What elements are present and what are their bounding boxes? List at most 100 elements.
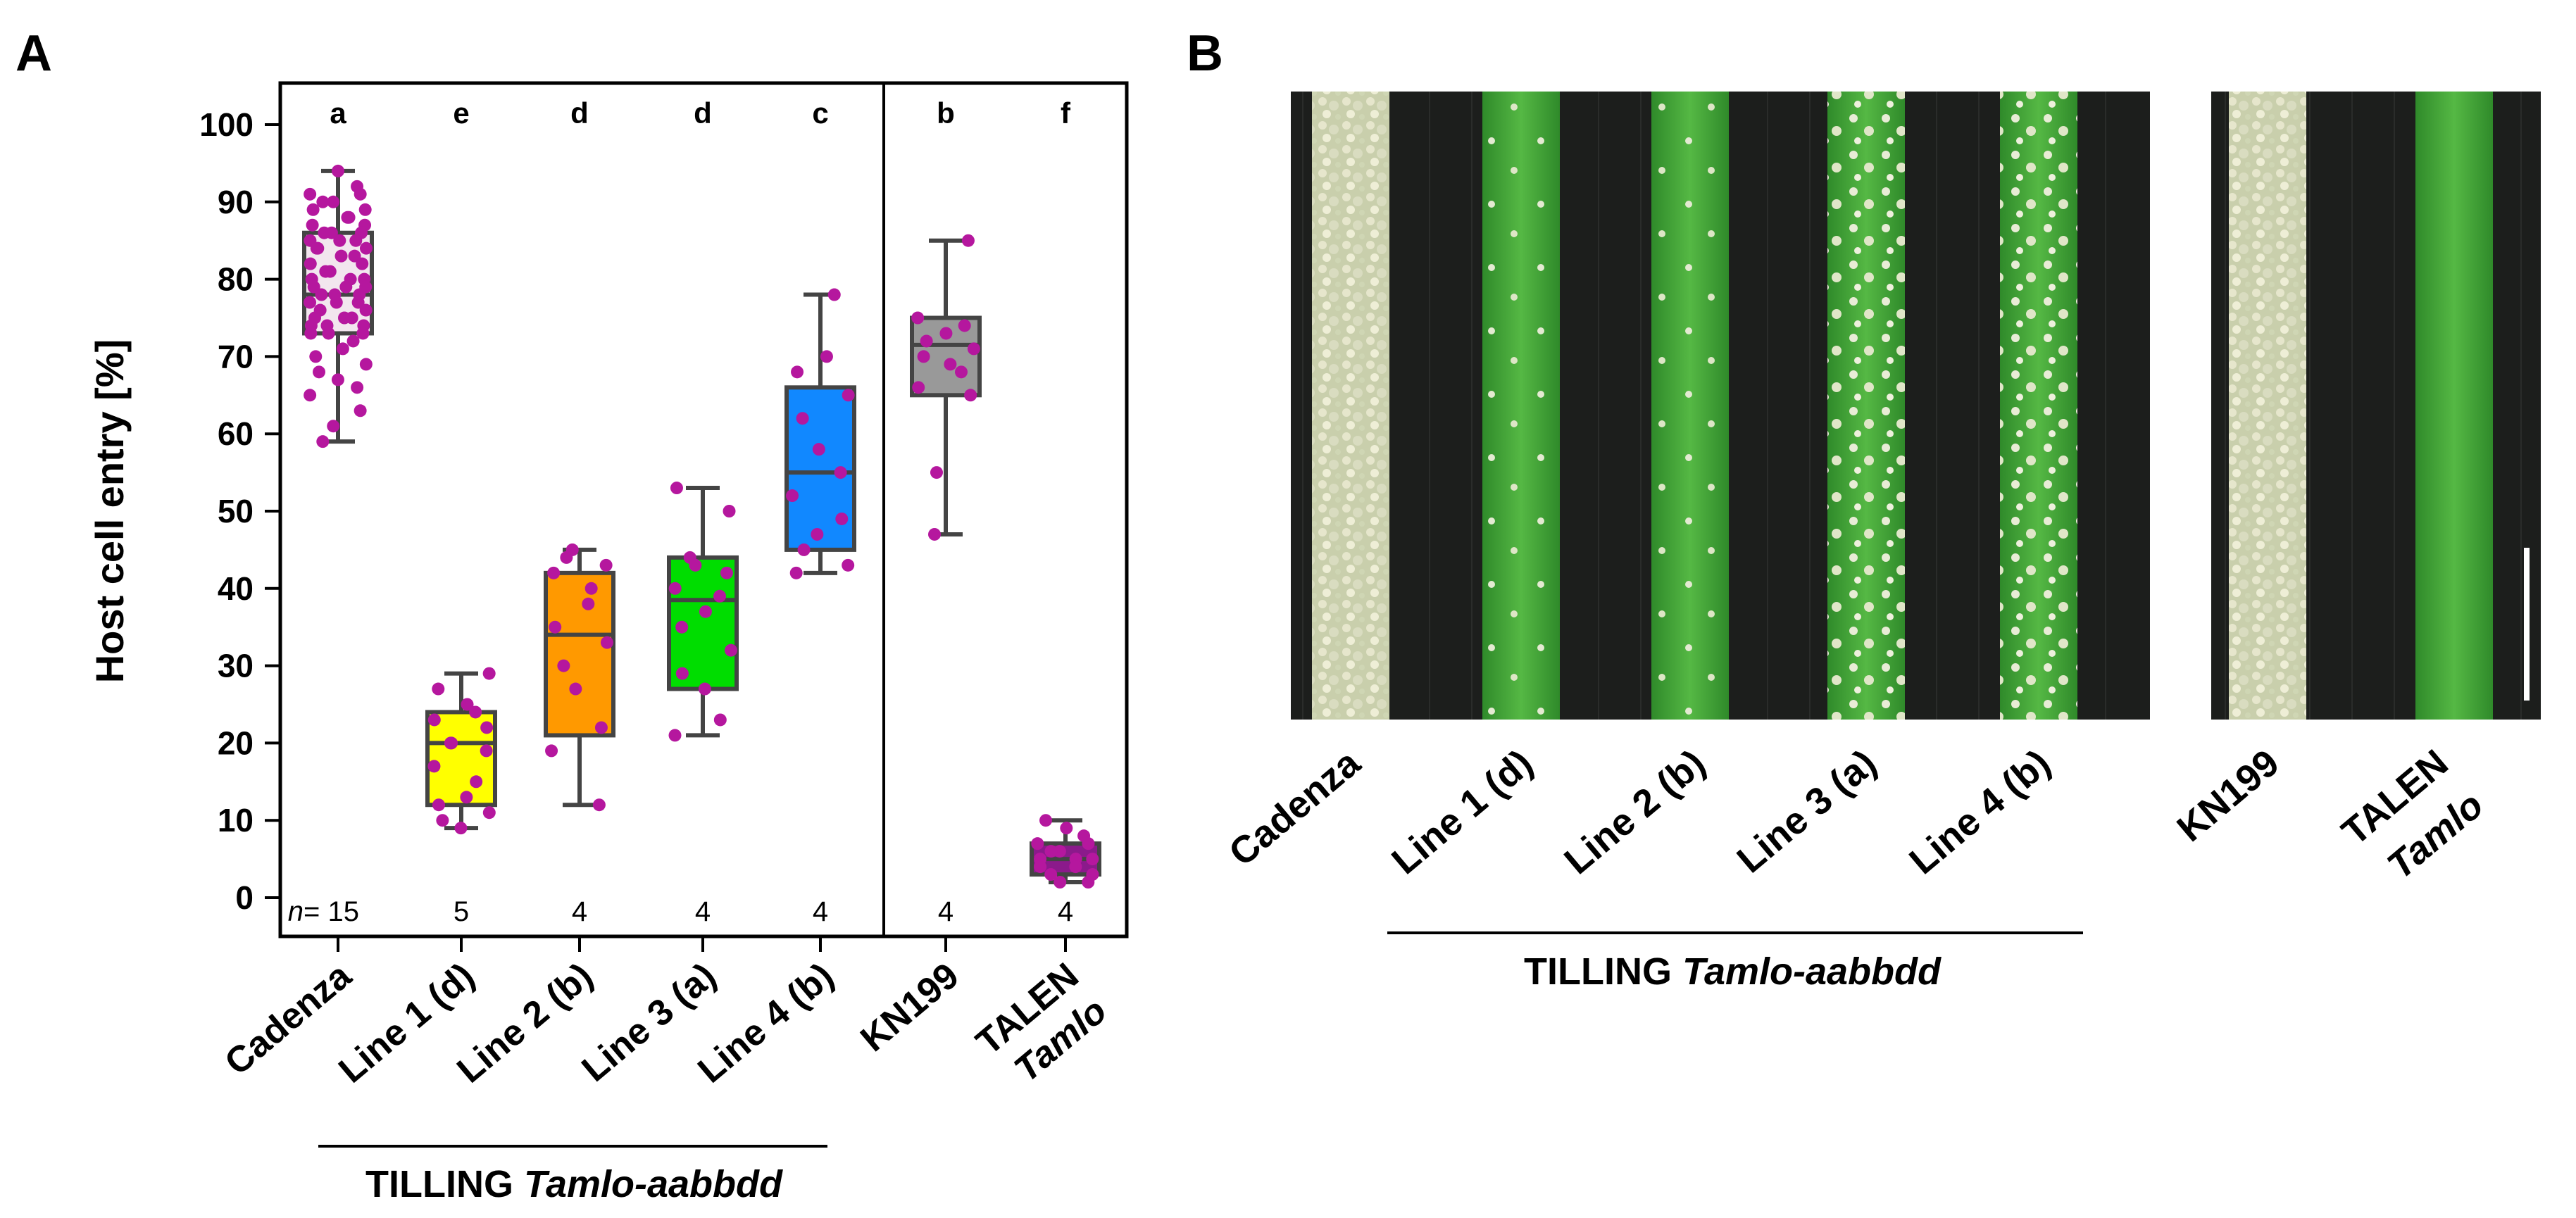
box-plot: 0 10 20 30 40 50 60 70 80 90 100 Host cell entry [%… <box>87 81 1129 1205</box>
data-point <box>351 296 365 309</box>
data-point <box>675 667 689 680</box>
data-point <box>1044 868 1058 881</box>
data-point <box>304 327 318 340</box>
y-tick-label: 0 <box>235 879 254 916</box>
data-point <box>594 721 608 734</box>
n-label: 4 <box>572 896 587 927</box>
data-point <box>330 296 343 309</box>
data-point <box>454 822 468 835</box>
data-point <box>342 211 356 224</box>
significance-letter: a <box>330 96 346 130</box>
data-point <box>432 682 445 696</box>
data-point <box>325 226 338 239</box>
data-point <box>358 203 372 216</box>
data-point <box>912 381 925 394</box>
data-point <box>315 288 328 301</box>
leaf-label: Cadenza <box>1221 741 1368 874</box>
data-point <box>304 389 317 402</box>
data-point <box>1039 814 1053 827</box>
y-tick-label: 40 <box>218 570 254 607</box>
leaf-label: KN199 <box>2169 741 2287 850</box>
y-tick-label: 70 <box>218 338 254 375</box>
data-point <box>356 327 370 340</box>
data-point <box>1044 845 1058 858</box>
data-point <box>427 760 441 773</box>
data-point <box>460 791 473 804</box>
data-point <box>939 327 953 340</box>
data-point <box>961 234 975 247</box>
data-point <box>469 705 482 719</box>
data-point <box>668 729 682 742</box>
data-point <box>930 466 943 479</box>
leaf-label: Line 3 (a) <box>1730 741 1884 881</box>
data-point <box>599 558 613 572</box>
data-point <box>842 389 855 402</box>
data-point <box>306 218 319 232</box>
data-point <box>304 187 317 201</box>
data-point <box>333 234 346 247</box>
data-point <box>1082 876 1095 889</box>
data-point <box>689 558 702 572</box>
data-point <box>911 311 925 325</box>
data-point <box>319 265 332 278</box>
n-label: 4 <box>695 896 711 927</box>
n-label: 4 <box>1058 896 1073 927</box>
data-point <box>339 280 353 294</box>
leaf-infection <box>2229 92 2306 720</box>
data-point <box>791 365 804 379</box>
data-point <box>1034 860 1047 874</box>
data-point <box>432 798 445 812</box>
data-point <box>723 505 736 517</box>
data-point <box>820 350 833 363</box>
data-point <box>699 605 712 618</box>
data-point <box>310 241 323 255</box>
leaf-infection <box>1482 92 1560 720</box>
data-point <box>349 234 363 247</box>
significance-letter: d <box>694 96 712 130</box>
significance-letter: d <box>570 96 589 130</box>
y-tick-label: 60 <box>218 415 254 452</box>
significance-letter: e <box>453 96 469 130</box>
data-point <box>306 203 320 216</box>
data-point <box>316 435 330 448</box>
data-point <box>359 358 373 371</box>
data-point <box>789 566 803 579</box>
data-point <box>345 311 358 325</box>
data-point <box>482 667 496 680</box>
data-point <box>1031 837 1044 850</box>
leaf-infection <box>2000 92 2077 720</box>
data-point <box>675 620 689 634</box>
data-point <box>354 404 367 417</box>
data-point <box>316 195 330 208</box>
significance-letter: f <box>1061 96 1071 130</box>
tilling-label: TILLING Tamlo-aabbdd <box>1524 950 1942 993</box>
data-point <box>582 597 595 610</box>
data-point <box>549 620 562 634</box>
y-tick-label: 80 <box>218 261 254 298</box>
y-tick-label: 90 <box>218 184 254 220</box>
n-label: 5 <box>454 896 469 927</box>
y-axis-label: Host cell entry [%] <box>87 339 132 684</box>
data-point <box>331 373 344 387</box>
data-point <box>1082 837 1095 850</box>
data-point <box>480 744 493 758</box>
data-point <box>842 558 855 572</box>
data-point <box>670 482 683 495</box>
panel-label-a: A <box>15 25 52 82</box>
data-point <box>482 806 496 820</box>
data-point <box>436 814 449 827</box>
data-point <box>1086 853 1099 866</box>
data-point <box>480 721 494 734</box>
data-point <box>356 257 369 270</box>
data-point <box>351 381 364 394</box>
leaf-infection <box>1827 92 1905 720</box>
data-point <box>964 389 977 402</box>
data-point <box>584 582 598 595</box>
data-point <box>724 643 737 657</box>
n-label: n= 15 <box>288 896 359 927</box>
leaf <box>2415 92 2493 720</box>
data-point <box>917 350 930 363</box>
data-point <box>354 187 367 201</box>
data-point <box>322 327 335 340</box>
